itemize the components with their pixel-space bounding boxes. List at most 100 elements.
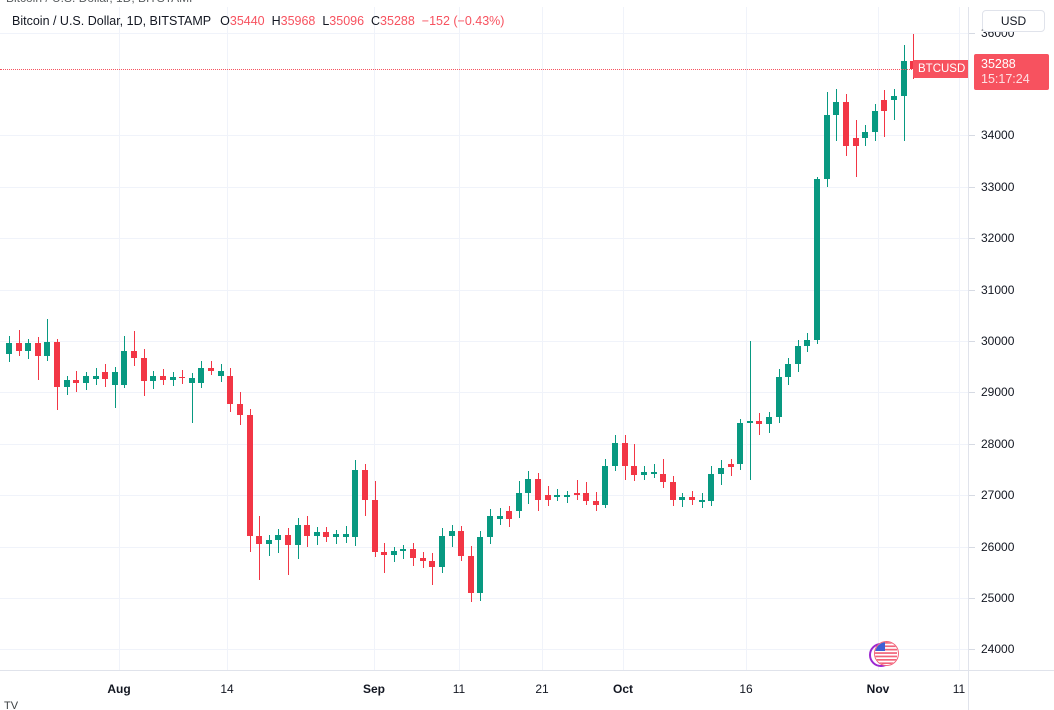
candle-body <box>323 531 330 538</box>
candle-body <box>650 471 657 474</box>
price-tick <box>969 392 975 393</box>
price-axis-label: 29000 <box>981 385 1015 399</box>
candle-body <box>467 555 474 593</box>
legend-high-value: 35968 <box>280 14 316 28</box>
price-tick <box>969 238 975 239</box>
vertical-gridline <box>959 7 960 670</box>
candle-wick <box>749 341 751 480</box>
legend-symbol-title[interactable]: Bitcoin / U.S. Dollar, 1D, BITSTAMP <box>12 14 212 28</box>
candle-body <box>602 466 609 505</box>
candle-body <box>111 372 118 385</box>
candle-wick <box>884 90 886 137</box>
currency-button[interactable]: USD <box>982 10 1045 32</box>
price-axis-label: 25000 <box>981 591 1015 605</box>
candle-body <box>236 403 243 416</box>
price-axis-label: 31000 <box>981 283 1015 297</box>
candle-body <box>63 379 70 388</box>
candle-body <box>361 469 368 501</box>
candle-body <box>621 442 628 467</box>
candle-body <box>496 515 503 519</box>
chart-pane[interactable]: BTCUSD <box>0 7 968 670</box>
candle-body <box>448 530 455 537</box>
candle-body <box>6 343 12 355</box>
price-tick <box>969 598 975 599</box>
price-tick <box>969 649 975 650</box>
candle-body <box>535 478 542 501</box>
candle-body <box>871 110 878 133</box>
candle-body <box>592 501 599 505</box>
horizontal-gridline <box>0 547 968 548</box>
price-axis[interactable]: 36000 34000 33000 32000 31000 30000 29000 28000… <box>968 7 1054 670</box>
current-price-value: 35288 <box>981 57 1016 71</box>
candle-body <box>265 540 272 545</box>
us-flag-event-marker[interactable] <box>869 641 899 670</box>
price-tick <box>969 341 975 342</box>
candle-wick <box>855 120 857 177</box>
candle-body <box>506 510 513 519</box>
candle-body <box>660 473 667 482</box>
candle-body <box>400 549 407 552</box>
candle-body <box>573 492 580 495</box>
candle-body <box>371 500 378 552</box>
candle-body <box>275 535 282 541</box>
legend-low-label: L <box>322 14 330 28</box>
candle-body <box>804 340 811 347</box>
candle-wick <box>913 34 915 80</box>
time-axis-day-label: 21 <box>535 682 549 696</box>
price-axis-label: 34000 <box>981 128 1015 142</box>
candle-wick <box>557 489 559 502</box>
price-axis-label: 33000 <box>981 180 1015 194</box>
candle-body <box>765 417 772 425</box>
candle-wick <box>663 459 665 488</box>
candle-body <box>159 375 166 380</box>
candle-wick <box>259 515 261 581</box>
candle-body <box>284 535 291 545</box>
candle-body <box>169 376 176 380</box>
price-tick <box>969 290 975 291</box>
candle-body <box>727 464 734 468</box>
candle-body <box>198 367 205 384</box>
candle-wick <box>576 479 578 501</box>
time-axis-month-label: Nov <box>866 682 890 696</box>
candle-body <box>458 530 465 556</box>
candle-body <box>429 561 436 568</box>
price-tick <box>969 187 975 188</box>
candle-body <box>900 61 907 97</box>
vertical-gridline <box>623 7 624 670</box>
price-tick <box>969 444 975 445</box>
candle-wick <box>37 336 39 380</box>
chart-legend[interactable]: Bitcoin / U.S. Dollar, 1D, BITSTAMP O3544… <box>12 13 504 29</box>
candle-body <box>54 342 61 388</box>
candle-body <box>698 500 705 502</box>
time-axis[interactable]: Aug 14 Sep 11 21 Oct 16 Nov 11 <box>0 670 968 710</box>
legend-open-label: O <box>220 14 230 28</box>
candle-body <box>44 342 51 357</box>
vertical-gridline <box>878 7 879 670</box>
legend-open-value: 35440 <box>229 14 265 28</box>
candle-body <box>717 467 724 474</box>
candle-body <box>25 343 32 352</box>
candle-wick <box>268 535 270 556</box>
candle-body <box>852 138 859 146</box>
candle-body <box>583 492 590 502</box>
candle-body <box>842 102 849 146</box>
candle-body <box>390 551 397 556</box>
candle-body <box>891 96 898 100</box>
current-price-line <box>0 69 968 70</box>
candle-body <box>73 379 80 384</box>
candle-body <box>515 492 522 511</box>
candle-body <box>689 497 696 501</box>
vertical-gridline <box>459 7 460 670</box>
candle-body <box>775 377 782 418</box>
current-price-tag[interactable]: 35288 15:17:24 <box>974 54 1049 90</box>
horizontal-gridline <box>0 649 968 650</box>
horizontal-gridline <box>0 238 968 239</box>
candle-wick <box>191 372 193 424</box>
legend-close-label: C <box>371 14 381 28</box>
candle-body <box>708 473 715 502</box>
price-line-symbol-tag[interactable]: BTCUSD <box>913 60 968 78</box>
horizontal-gridline <box>0 33 968 34</box>
candle-wick <box>278 529 280 553</box>
us-flag-icon <box>874 641 899 666</box>
candle-body <box>881 99 888 111</box>
